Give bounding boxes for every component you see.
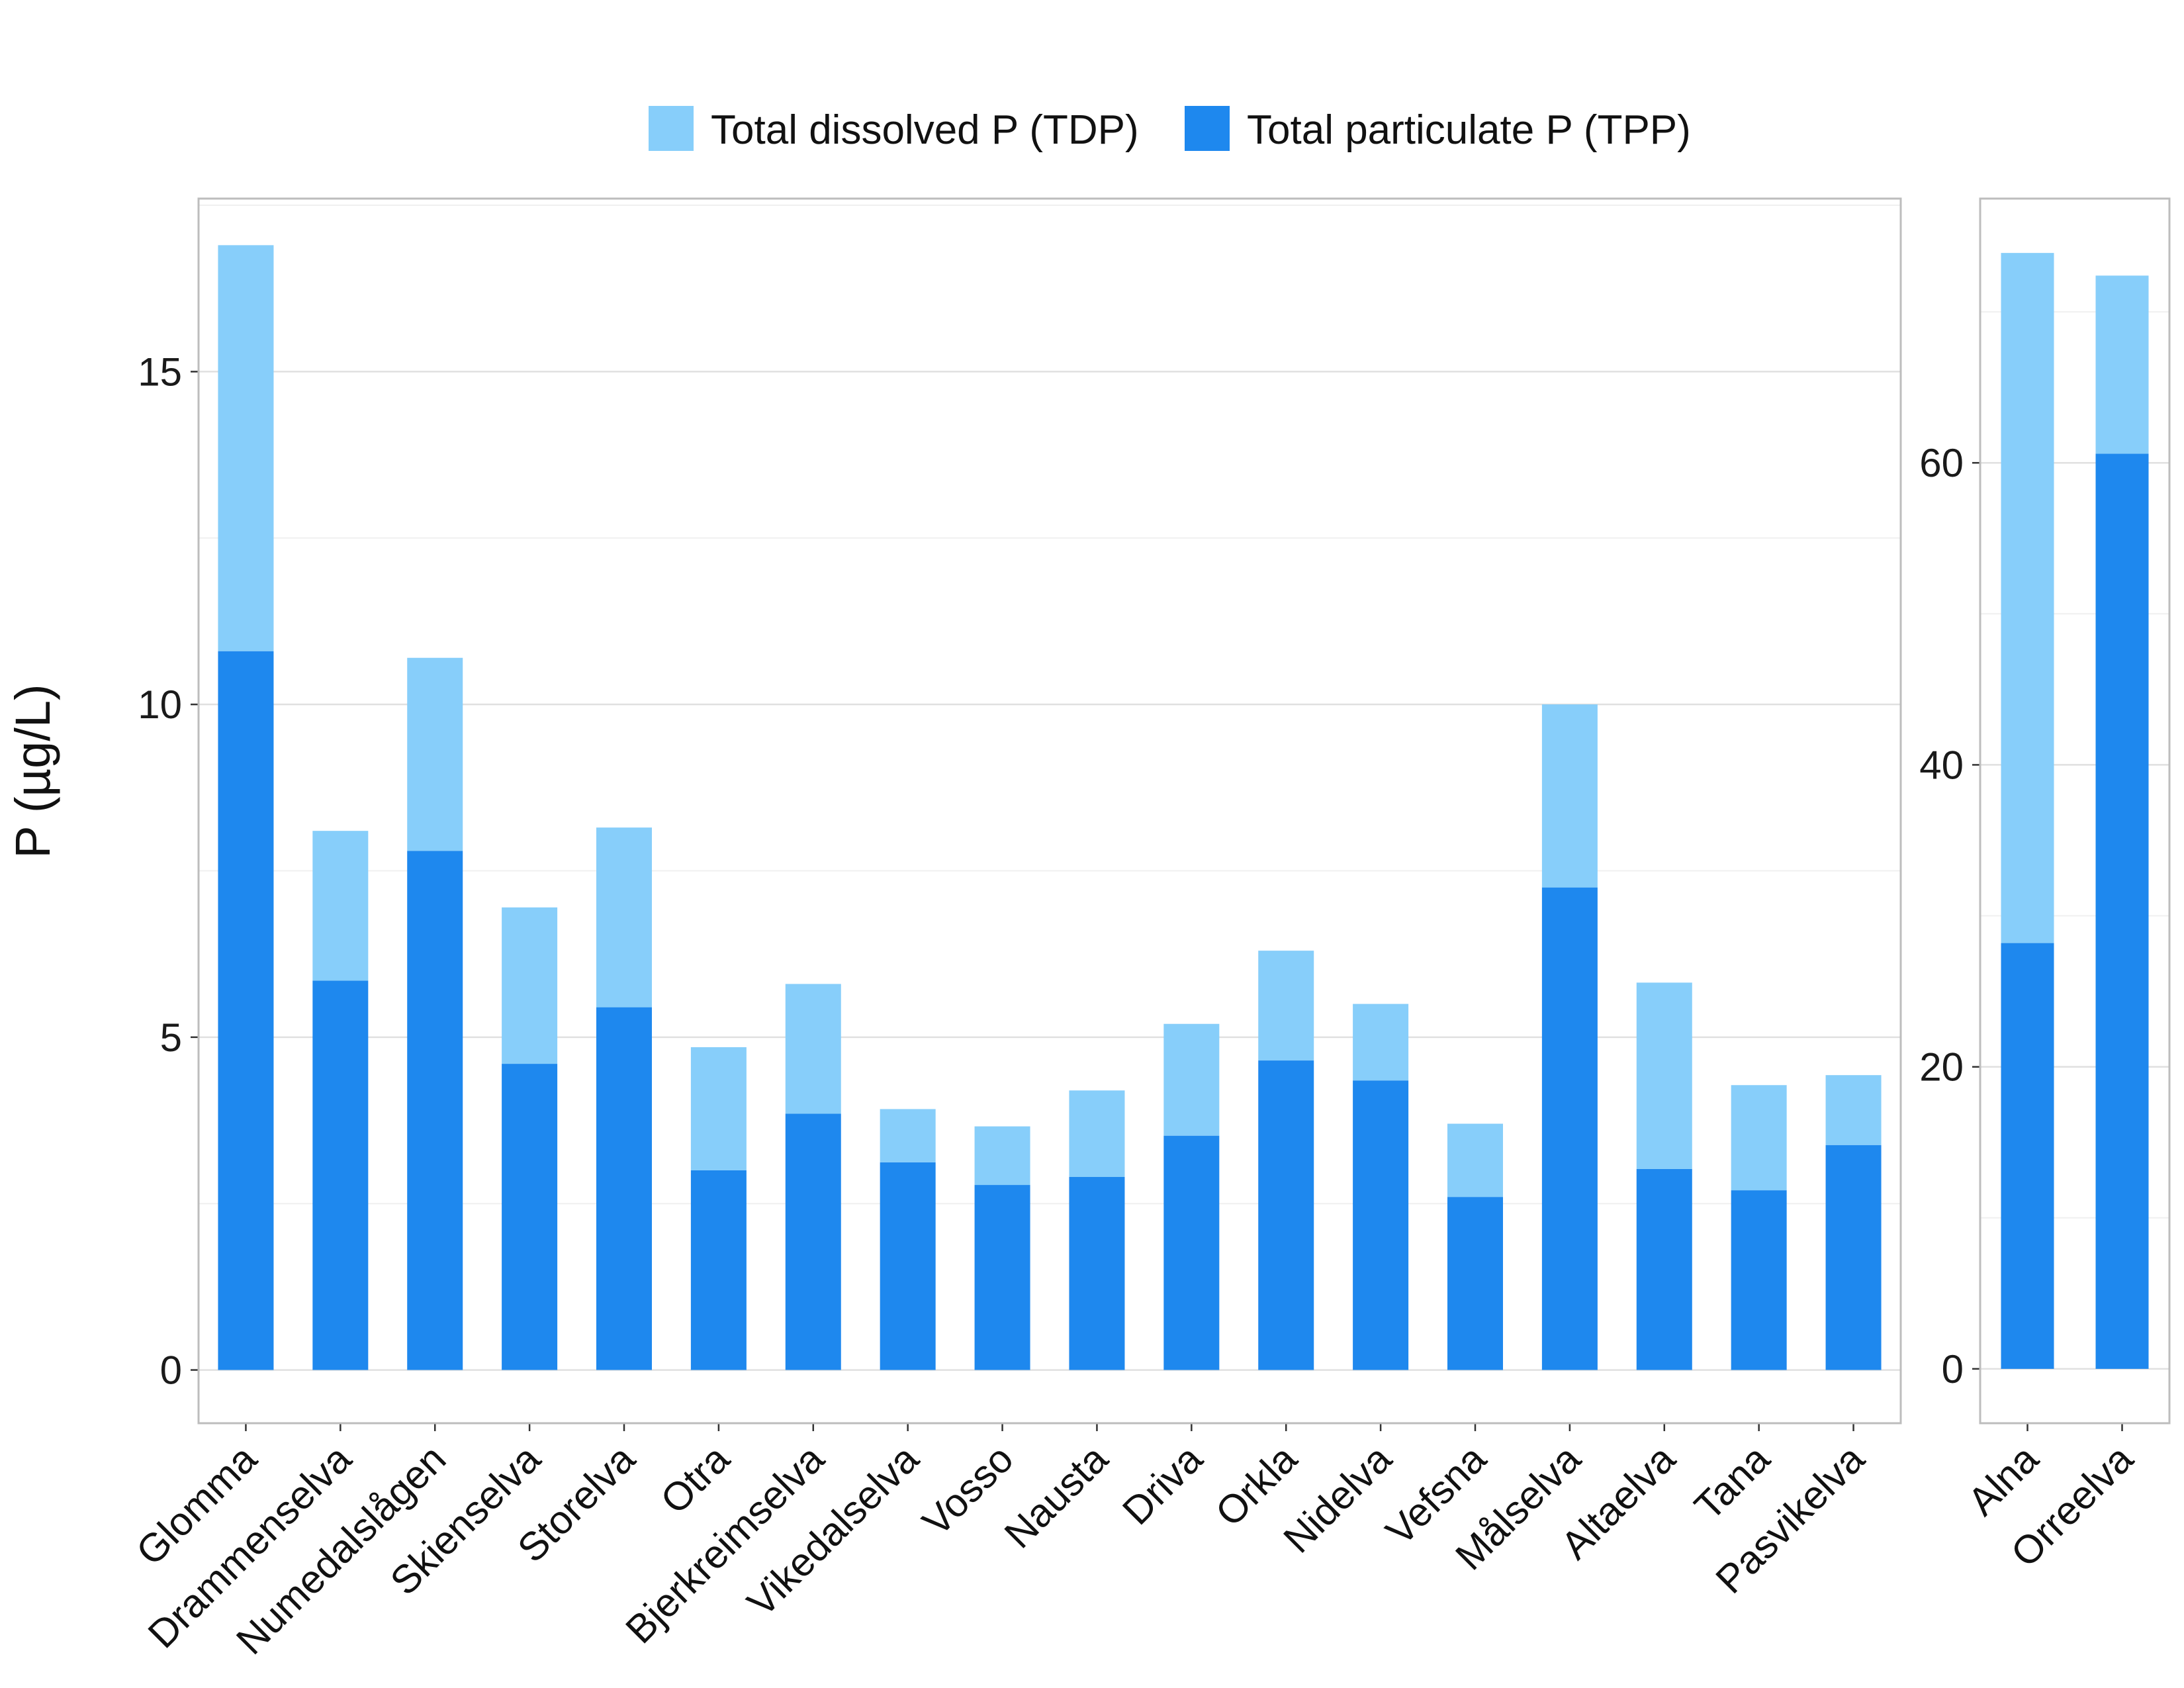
bar-tpp-orreelva: [2095, 453, 2149, 1369]
bar-tpp-tana: [1731, 1190, 1787, 1370]
bar-tdp-nausta: [1069, 1090, 1125, 1177]
y-tick-label: 0: [1942, 1347, 1964, 1391]
bar-tdp-storelva: [596, 827, 652, 1008]
bar-tpp-nausta: [1069, 1176, 1125, 1370]
bar-tdp-numedalslågen: [407, 657, 463, 851]
bar-tpp-glomma: [218, 651, 274, 1370]
bar-tpp-skienselva: [502, 1064, 558, 1370]
y-tick-label: 20: [1919, 1045, 1964, 1090]
bar-tpp-bjerkreimselva: [785, 1113, 841, 1370]
panel-border: [197, 197, 1902, 1425]
bar-tpp-storelva: [596, 1007, 652, 1370]
bar-tdp-vefsna: [1447, 1123, 1503, 1197]
legend-label-tdp: Total dissolved P (TDP): [711, 107, 1139, 153]
bar-tdp-vikedalselva: [880, 1109, 936, 1162]
bar-tpp-nidelva: [1353, 1080, 1409, 1370]
bar-tdp-glomma: [218, 245, 274, 651]
y-tick-label: 5: [160, 1015, 182, 1060]
bar-tpp-orkla: [1258, 1060, 1314, 1370]
bar-tdp-alna: [2001, 253, 2054, 943]
bar-tdp-pasvikelva: [1825, 1075, 1882, 1145]
bar-tdp-otra: [690, 1047, 747, 1170]
bar-tdp-driva: [1163, 1023, 1220, 1136]
legend-label-tpp: Total particulate P (TPP): [1247, 107, 1691, 153]
bar-tdp-målselva: [1541, 704, 1598, 888]
bar-tpp-pasvikelva: [1825, 1145, 1882, 1370]
legend-swatch-tdp: [649, 106, 694, 151]
bar-tpp-drammenselva: [312, 980, 369, 1370]
y-tick-label: 0: [160, 1348, 182, 1393]
y-tick-label: 60: [1919, 441, 1964, 485]
plot-area-background: [199, 199, 1901, 1423]
bar-tdp-orkla: [1258, 951, 1314, 1061]
legend: Total dissolved P (TDP) Total particulat…: [649, 106, 1691, 153]
bar-tpp-vikedalselva: [880, 1162, 936, 1370]
bar-tdp-drammenselva: [312, 831, 369, 981]
bar-tdp-altaelva: [1636, 982, 1692, 1169]
bar-tpp-vefsna: [1447, 1197, 1503, 1370]
bar-tdp-bjerkreimselva: [785, 984, 841, 1114]
bar-tpp-numedalslågen: [407, 851, 463, 1370]
bar-tpp-vosso: [974, 1185, 1030, 1370]
bar-tdp-nidelva: [1353, 1004, 1409, 1081]
y-axis-title: P (µg/L): [5, 684, 60, 858]
bar-tpp-otra: [690, 1170, 747, 1370]
bar-tpp-driva: [1163, 1135, 1220, 1370]
bar-tdp-skienselva: [502, 907, 558, 1064]
bar-tpp-målselva: [1541, 887, 1598, 1370]
y-tick-label: 10: [138, 682, 182, 727]
y-tick-label: 40: [1919, 743, 1964, 787]
y-tick-label: 15: [138, 350, 182, 394]
bar-tdp-orreelva: [2095, 275, 2149, 454]
bar-tpp-alna: [2001, 943, 2054, 1369]
bar-tdp-tana: [1731, 1085, 1787, 1191]
bar-tdp-vosso: [974, 1126, 1030, 1186]
panel-border: [1979, 197, 2171, 1425]
legend-swatch-tpp: [1185, 106, 1230, 151]
bar-tpp-altaelva: [1636, 1168, 1692, 1370]
